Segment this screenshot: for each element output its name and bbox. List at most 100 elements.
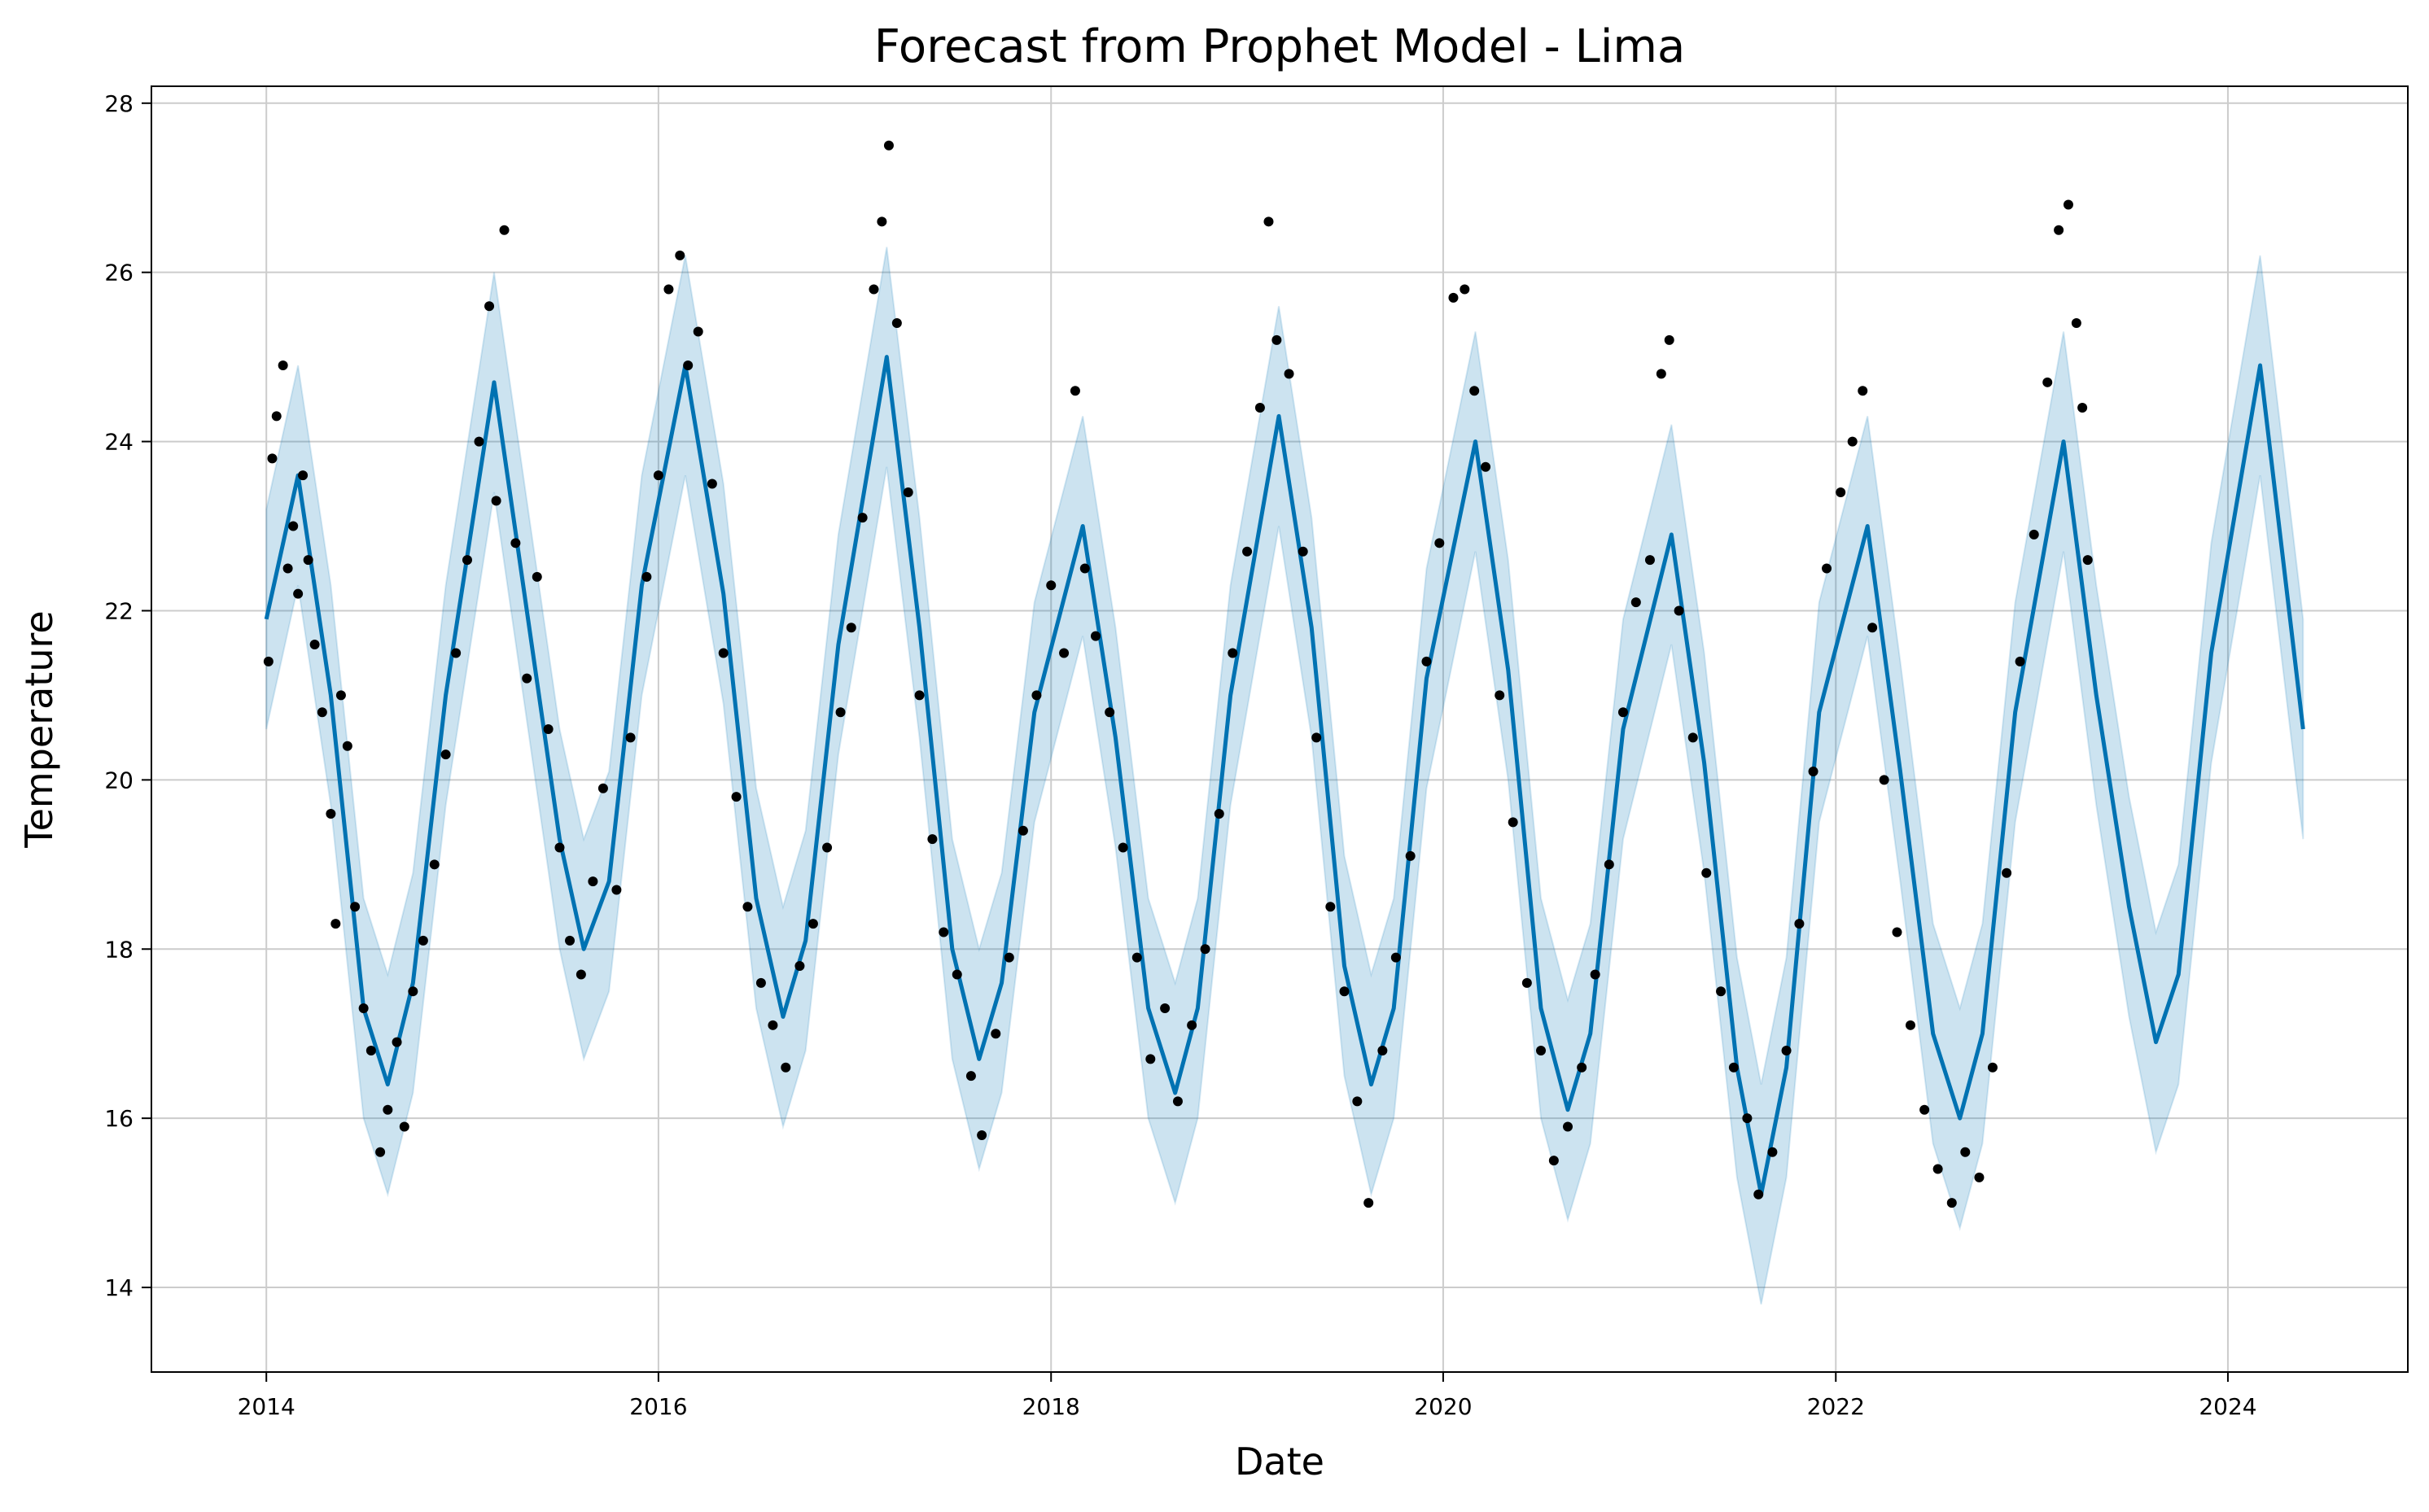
observation-point bbox=[309, 640, 320, 650]
uncertainty-band-group bbox=[265, 247, 2304, 1305]
observation-point bbox=[1271, 334, 1282, 345]
observation-point bbox=[768, 1020, 778, 1030]
observation-point bbox=[1390, 952, 1401, 963]
observation-point bbox=[350, 902, 361, 912]
observation-point bbox=[822, 842, 833, 853]
observation-point bbox=[731, 792, 742, 802]
observation-point bbox=[1590, 969, 1600, 980]
observation-point bbox=[375, 1147, 386, 1157]
observation-point bbox=[335, 690, 346, 701]
observation-point bbox=[807, 919, 818, 929]
observation-point bbox=[891, 318, 902, 329]
observation-point bbox=[1004, 952, 1014, 963]
observation-point bbox=[1563, 1121, 1573, 1132]
observation-point bbox=[522, 673, 532, 684]
observation-point bbox=[1674, 605, 1684, 616]
observation-point bbox=[1448, 292, 1459, 303]
observation-point bbox=[1405, 850, 1416, 861]
observation-point bbox=[742, 902, 753, 912]
observation-point bbox=[707, 479, 717, 489]
observation-point bbox=[2054, 225, 2064, 235]
observation-point bbox=[1879, 775, 1889, 785]
observation-point bbox=[1031, 690, 1042, 701]
observation-point bbox=[303, 555, 313, 566]
observation-point bbox=[1794, 919, 1805, 929]
observation-point bbox=[2002, 867, 2012, 878]
observation-point bbox=[1377, 1046, 1388, 1055]
observation-point bbox=[597, 783, 608, 793]
observation-point bbox=[1753, 1189, 1764, 1200]
observation-point bbox=[883, 140, 894, 151]
observation-point bbox=[278, 361, 288, 371]
y-axis-title: Temperature bbox=[17, 610, 61, 848]
observation-point bbox=[2015, 656, 2025, 666]
observation-point bbox=[1059, 648, 1070, 658]
observation-point bbox=[675, 250, 685, 260]
observation-point bbox=[1187, 1020, 1197, 1030]
observation-point bbox=[263, 656, 274, 666]
observation-point bbox=[1254, 403, 1265, 413]
observation-point bbox=[1656, 369, 1666, 379]
y-tick-label: 24 bbox=[104, 429, 133, 456]
observation-point bbox=[1932, 1164, 1943, 1174]
observation-point bbox=[1160, 1003, 1171, 1014]
observation-point bbox=[1808, 766, 1818, 776]
observation-point bbox=[288, 521, 299, 531]
observation-point bbox=[991, 1029, 1001, 1039]
x-tick-label: 2018 bbox=[1022, 1393, 1080, 1420]
observation-point bbox=[429, 859, 440, 870]
observation-point bbox=[1644, 555, 1655, 566]
observation-point bbox=[1460, 284, 1470, 295]
observation-point bbox=[499, 225, 510, 235]
observation-point bbox=[952, 969, 962, 980]
observation-point bbox=[484, 301, 495, 312]
y-tick-label: 18 bbox=[104, 936, 133, 963]
observation-point bbox=[1836, 487, 1846, 497]
observation-point bbox=[965, 1071, 976, 1082]
observation-point bbox=[1946, 1198, 1957, 1208]
observation-point bbox=[1131, 952, 1142, 963]
observation-point bbox=[462, 555, 472, 566]
observation-point bbox=[718, 648, 729, 658]
x-tick-label: 2024 bbox=[2199, 1393, 2256, 1420]
observation-point bbox=[1974, 1172, 1985, 1182]
observation-point bbox=[1548, 1156, 1559, 1166]
observation-point bbox=[1214, 808, 1224, 819]
observation-point bbox=[653, 470, 663, 481]
observation-point bbox=[1919, 1104, 1930, 1115]
observation-point bbox=[399, 1121, 409, 1132]
observation-point bbox=[1960, 1147, 1971, 1157]
plot-frame bbox=[151, 85, 2409, 1373]
observation-point bbox=[1742, 1113, 1753, 1124]
observation-point bbox=[392, 1037, 402, 1047]
observation-point bbox=[383, 1104, 393, 1115]
observation-point bbox=[418, 935, 428, 946]
observation-point bbox=[1858, 386, 1868, 396]
observation-point bbox=[1228, 648, 1238, 658]
observation-point bbox=[1577, 1062, 1587, 1073]
observation-point bbox=[625, 732, 636, 743]
observation-point bbox=[1822, 563, 1832, 574]
x-tick-label: 2022 bbox=[1807, 1393, 1865, 1420]
observation-point bbox=[326, 808, 336, 819]
y-tick-label: 22 bbox=[104, 597, 133, 624]
observation-point bbox=[869, 284, 879, 295]
observation-point bbox=[1508, 817, 1518, 828]
observation-point bbox=[846, 623, 856, 633]
y-tick-label: 20 bbox=[104, 767, 133, 793]
observation-point bbox=[1987, 1062, 1998, 1073]
observation-point bbox=[1172, 1096, 1183, 1107]
observation-point bbox=[641, 571, 652, 582]
observation-point bbox=[877, 216, 887, 227]
x-tick-label: 2016 bbox=[629, 1393, 687, 1420]
observation-point bbox=[794, 961, 805, 972]
observation-point bbox=[298, 470, 309, 481]
observation-point bbox=[1847, 436, 1858, 447]
observation-point bbox=[491, 496, 501, 506]
observation-point bbox=[1298, 546, 1308, 557]
observation-point bbox=[1716, 986, 1727, 997]
observation-point bbox=[358, 1003, 369, 1014]
observation-point bbox=[611, 885, 622, 895]
observation-point bbox=[1892, 927, 1902, 937]
